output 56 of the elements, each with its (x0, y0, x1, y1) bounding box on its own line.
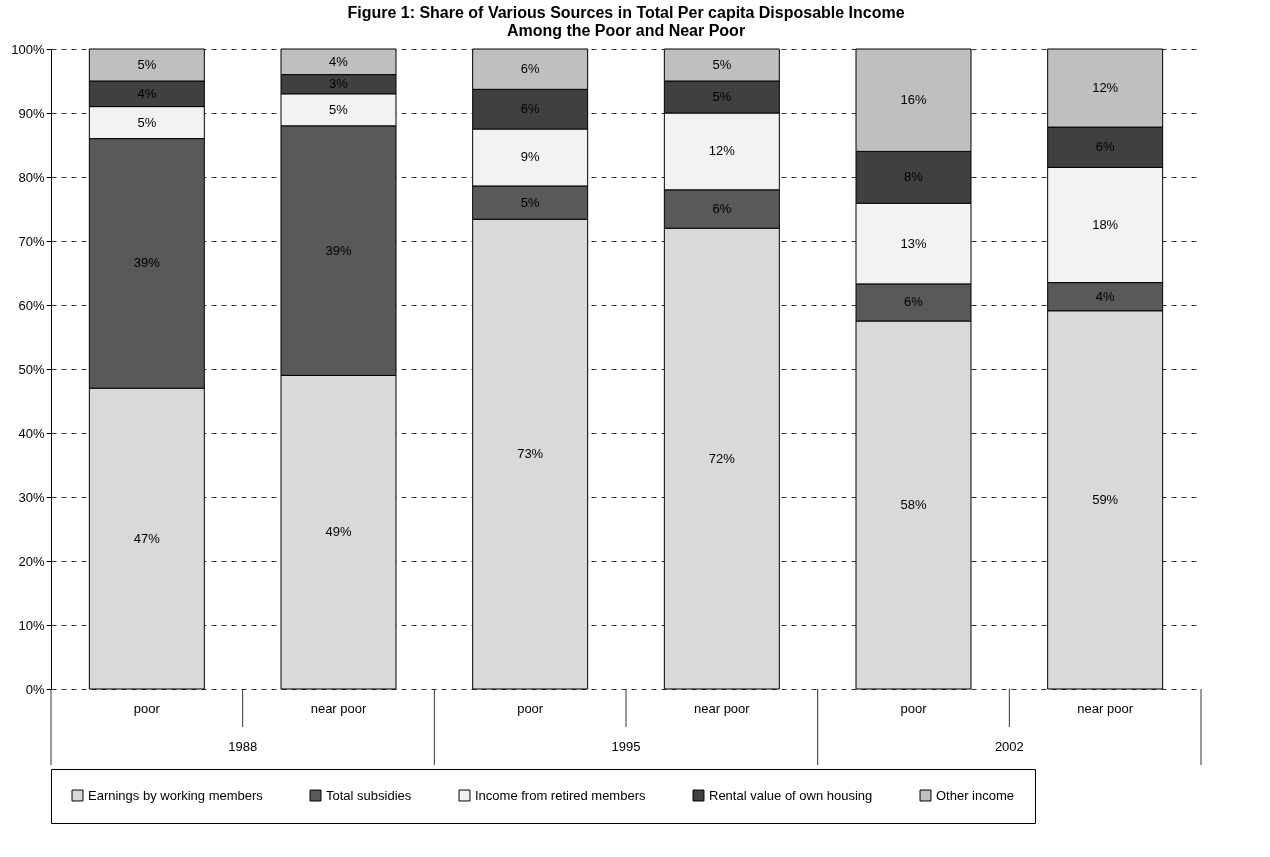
data-label: 58% (900, 497, 927, 512)
data-label: 4% (137, 85, 157, 101)
x-tick-label: poor (900, 701, 928, 716)
text: 1988 (228, 739, 258, 754)
data-label: 73% (517, 446, 544, 462)
y-tick-label: 40% (18, 425, 45, 441)
data-label: 49% (325, 524, 352, 540)
legend-label: Other income (936, 787, 1015, 803)
data-label: 4% (329, 53, 349, 69)
data-label: 39% (133, 255, 161, 271)
x-tick-label: poor (133, 701, 161, 716)
y-tick-label: 0% (25, 681, 45, 697)
data-label: 16% (900, 92, 927, 108)
data-label: 3% (329, 76, 349, 92)
data-label: 9% (520, 149, 540, 165)
data-label: 5% (137, 57, 157, 72)
y-tick-label: 10% (18, 617, 45, 633)
y-tick-label: 80% (18, 169, 45, 185)
data-label: 47% (133, 530, 161, 546)
x-tick-label: near poor (1077, 701, 1134, 716)
data-label: 18% (1092, 217, 1119, 232)
text: 2002 (994, 739, 1024, 754)
y-tick-label: 100% (11, 41, 45, 57)
y-tick-label: 30% (18, 489, 45, 505)
data-label: 12% (1092, 80, 1119, 96)
data-label: 6% (712, 201, 732, 216)
data-label: 6% (1095, 139, 1115, 155)
text: 1995 (611, 739, 641, 754)
data-label: 72% (708, 450, 736, 466)
data-label: 5% (520, 194, 540, 210)
chart-title: Figure 1: Share of Various Sources in Total Per capita Disposable Income Among the Poor and Near Poor (347, 4, 905, 39)
data-label: 39% (325, 242, 352, 258)
data-label: 6% (520, 101, 540, 117)
data-label: 13% (900, 235, 927, 251)
data-label: 5% (329, 101, 349, 117)
data-label: 5% (712, 57, 732, 72)
data-label: 12% (708, 143, 736, 159)
legend-label: Total subsidies (326, 787, 412, 803)
data-label: 5% (137, 114, 157, 130)
legend-label: Income from retired members (475, 787, 646, 803)
data-label: 4% (1095, 288, 1115, 304)
y-tick-label: 50% (18, 361, 45, 377)
legend-label: Rental value of own housing (709, 787, 873, 803)
y-tick-label: 20% (18, 553, 45, 569)
y-tick-label: 70% (18, 233, 45, 249)
x-tick-label: near poor (310, 701, 367, 716)
data-label: 6% (520, 61, 540, 77)
x-tick-label: poor (517, 701, 544, 716)
data-label: 6% (904, 294, 924, 310)
legend-label: Earnings by working members (88, 787, 264, 803)
x-tick-label: near poor (694, 701, 751, 716)
data-label: 5% (712, 89, 732, 104)
y-tick-label: 60% (18, 297, 45, 313)
data-label: 8% (904, 169, 924, 185)
y-tick-label: 90% (18, 105, 45, 121)
data-label: 59% (1092, 491, 1119, 507)
